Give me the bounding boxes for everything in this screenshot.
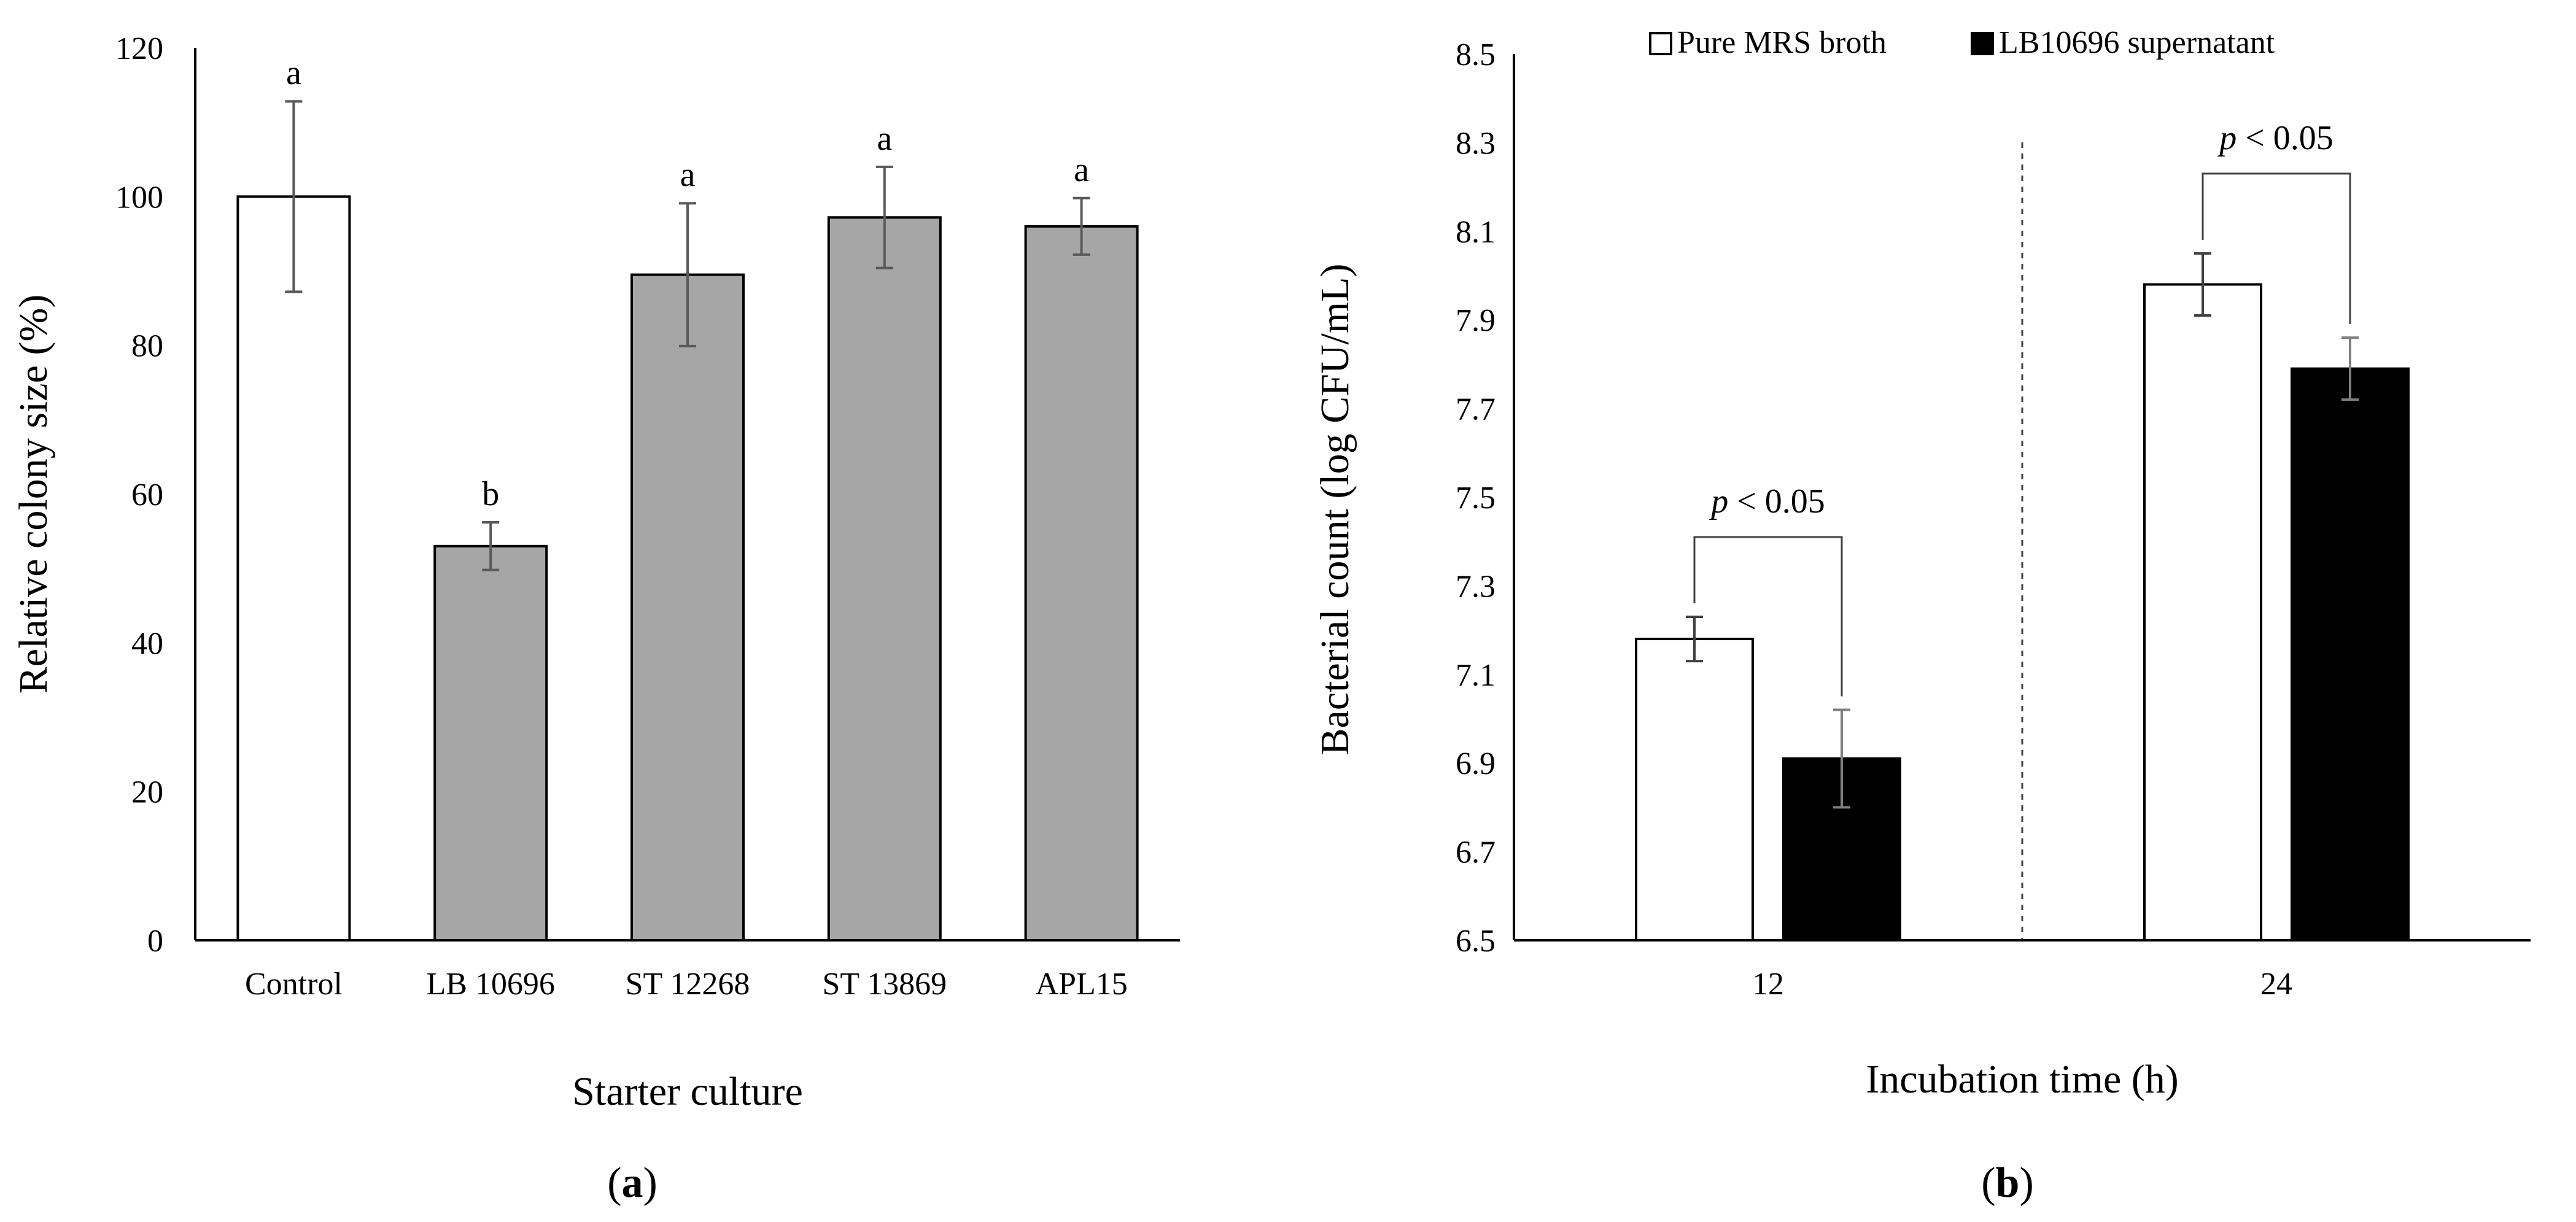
y-tick-label: 8.5 <box>1456 37 1496 72</box>
panel-a-chart: 0 20 40 60 80 100 120 a Control b LB 10696 a ST 1226… <box>11 31 1180 1207</box>
x-axis-title: Incubation time (h) <box>1866 1057 2179 1102</box>
y-tick-label: 6.9 <box>1456 746 1496 781</box>
p-value-label: p < 0.05 <box>1709 482 1825 520</box>
legend-swatch <box>1971 32 1994 55</box>
significance-letter: a <box>286 54 301 92</box>
x-tick-label: 24 <box>2260 967 2292 1002</box>
bar <box>2291 367 2410 942</box>
x-tick-label: ST 12268 <box>626 967 750 1002</box>
y-tick-label: 7.7 <box>1456 392 1496 427</box>
y-tick-label: 0 <box>147 924 163 959</box>
y-tick-label: 100 <box>115 180 163 215</box>
legend-label: LB10696 supernatant <box>1999 25 2275 60</box>
bar <box>630 273 745 942</box>
bar <box>1024 225 1139 942</box>
y-tick-label: 20 <box>131 775 163 810</box>
y-tick-label: 80 <box>131 329 163 364</box>
significance-letter: a <box>680 156 696 194</box>
p-value-label: p < 0.05 <box>2217 119 2334 157</box>
y-tick-label: 8.1 <box>1456 215 1496 250</box>
y-tick-label: 7.1 <box>1456 658 1496 693</box>
y-tick-label: 40 <box>131 626 163 661</box>
panel-b-chart: 6.5 6.7 6.9 7.1 7.3 7.5 7.7 7.9 8.1 8.3 8.5 p < 0.0… <box>1313 25 2531 1207</box>
bar <box>236 195 351 942</box>
significance-bracket <box>2202 172 2351 325</box>
panel-label-b: (b) <box>1981 1159 2034 1207</box>
significance-letter: b <box>482 475 499 513</box>
bar <box>827 216 942 942</box>
y-tick-label: 60 <box>131 478 163 512</box>
significance-bracket <box>1693 536 1843 697</box>
y-axis-title: Relative colony size (%) <box>11 295 56 694</box>
legend-swatch <box>1649 32 1672 55</box>
x-tick-label: Control <box>245 967 343 1002</box>
x-tick-label: LB 10696 <box>426 967 554 1002</box>
x-tick-label: ST 13869 <box>822 967 947 1002</box>
y-tick-label: 7.3 <box>1456 569 1496 604</box>
y-tick-label: 120 <box>115 31 163 66</box>
bar <box>2143 283 2262 942</box>
y-axis-title: Bacterial count (log CFU/mL) <box>1313 264 1357 756</box>
panel-label-a: (a) <box>607 1159 658 1207</box>
legend-label: Pure MRS broth <box>1677 25 1887 60</box>
y-tick-label: 6.7 <box>1456 835 1496 870</box>
x-tick-label: APL15 <box>1035 967 1127 1002</box>
y-tick-label: 8.3 <box>1456 126 1496 161</box>
significance-letter: a <box>1074 151 1089 189</box>
y-tick-label: 7.5 <box>1456 481 1496 516</box>
y-tick-label: 6.5 <box>1456 924 1496 959</box>
bar <box>1635 638 1754 942</box>
x-axis-title: Starter culture <box>572 1069 803 1114</box>
x-tick-label: 12 <box>1752 967 1784 1002</box>
bar <box>1782 757 1901 942</box>
bar <box>433 544 548 942</box>
significance-letter: a <box>877 120 892 158</box>
y-tick-label: 7.9 <box>1456 303 1496 338</box>
